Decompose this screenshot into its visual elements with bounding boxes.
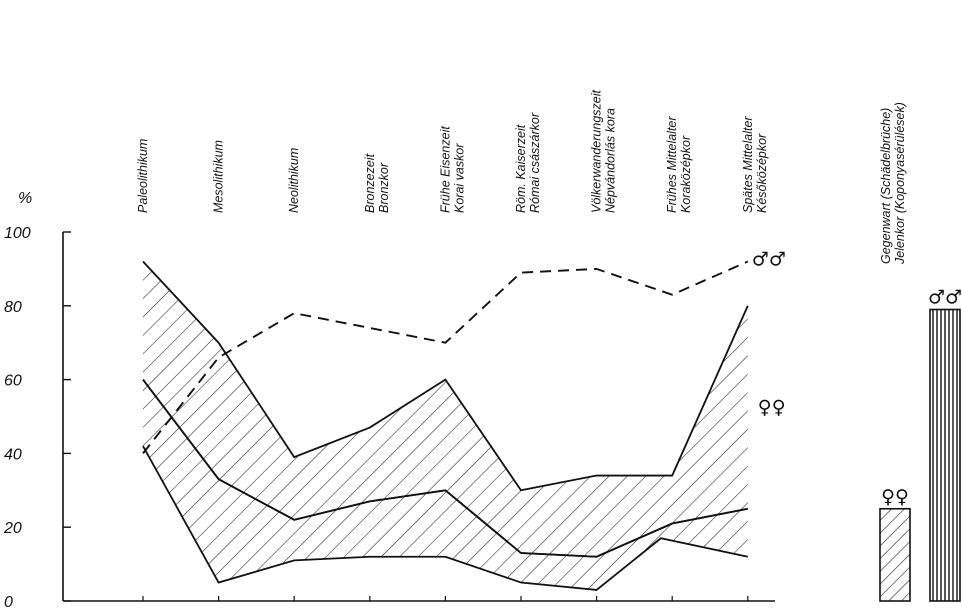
present-label: Gegenwart (Schädelbrüche) — [879, 108, 893, 264]
y-unit-label: % — [18, 190, 32, 207]
band-2-fill — [143, 379, 748, 590]
present-day-bars: Gegenwart (Schädelbrüche) Jelenkor (Kopon… — [879, 102, 962, 602]
period-label: Koraközépkor — [679, 135, 693, 213]
y-tick-label: 100 — [4, 225, 31, 242]
period-label: Népvándorlás kora — [604, 108, 618, 213]
axes: 0 20 40 60 80 100% — [3, 190, 775, 609]
present-bar-label: ♀♀ — [881, 486, 909, 508]
period-label: Neolithikum — [287, 148, 301, 213]
y-tick-label: 20 — [3, 520, 22, 537]
period-label: Röm. Kaiserzeit — [514, 124, 528, 213]
period-label: Bronzkor — [377, 162, 391, 213]
period-label: Korai vaskor — [452, 143, 466, 213]
present-bar-male — [929, 308, 961, 602]
male-dashed-line — [142, 260, 749, 454]
y-tick-label: 60 — [4, 373, 22, 390]
period-label: Völkerwanderungszeit — [590, 89, 604, 213]
series-lines: ♀♀ ♂♂ — [142, 249, 786, 591]
period-label: Frühes Mittelalter — [665, 116, 679, 213]
present-bar-female — [879, 507, 911, 602]
present-label: Jelenkor (Koponyasérülések) — [893, 102, 907, 265]
y-tick-label: 0 — [4, 594, 13, 609]
period-label: Frühe Eisenzeit — [438, 126, 452, 213]
period-label: Bronzezeit — [363, 153, 377, 213]
period-labels: Paleolithikum Mesolithikum Neolithikum Bron… — [136, 89, 769, 213]
hatched-bands — [143, 261, 748, 590]
period-label: Mesolithikum — [212, 140, 226, 213]
band-2-lower-line — [142, 445, 748, 591]
band-1-upper-line — [142, 260, 749, 492]
band-1-fill — [143, 261, 748, 557]
female-series-label: ♀♀ — [758, 396, 786, 418]
period-label: Későközépkor — [755, 133, 769, 213]
y-tick-label: 80 — [4, 299, 22, 316]
present-bar-label: ♂♂ — [928, 286, 962, 308]
y-tick-label: 40 — [4, 446, 22, 463]
period-label: Paleolithikum — [136, 139, 150, 213]
male-series-label: ♂♂ — [752, 249, 786, 271]
period-label: Római császárkor — [528, 112, 542, 213]
band-2-upper-line — [142, 379, 748, 558]
period-label: Spätes Mittelalter — [741, 116, 755, 213]
